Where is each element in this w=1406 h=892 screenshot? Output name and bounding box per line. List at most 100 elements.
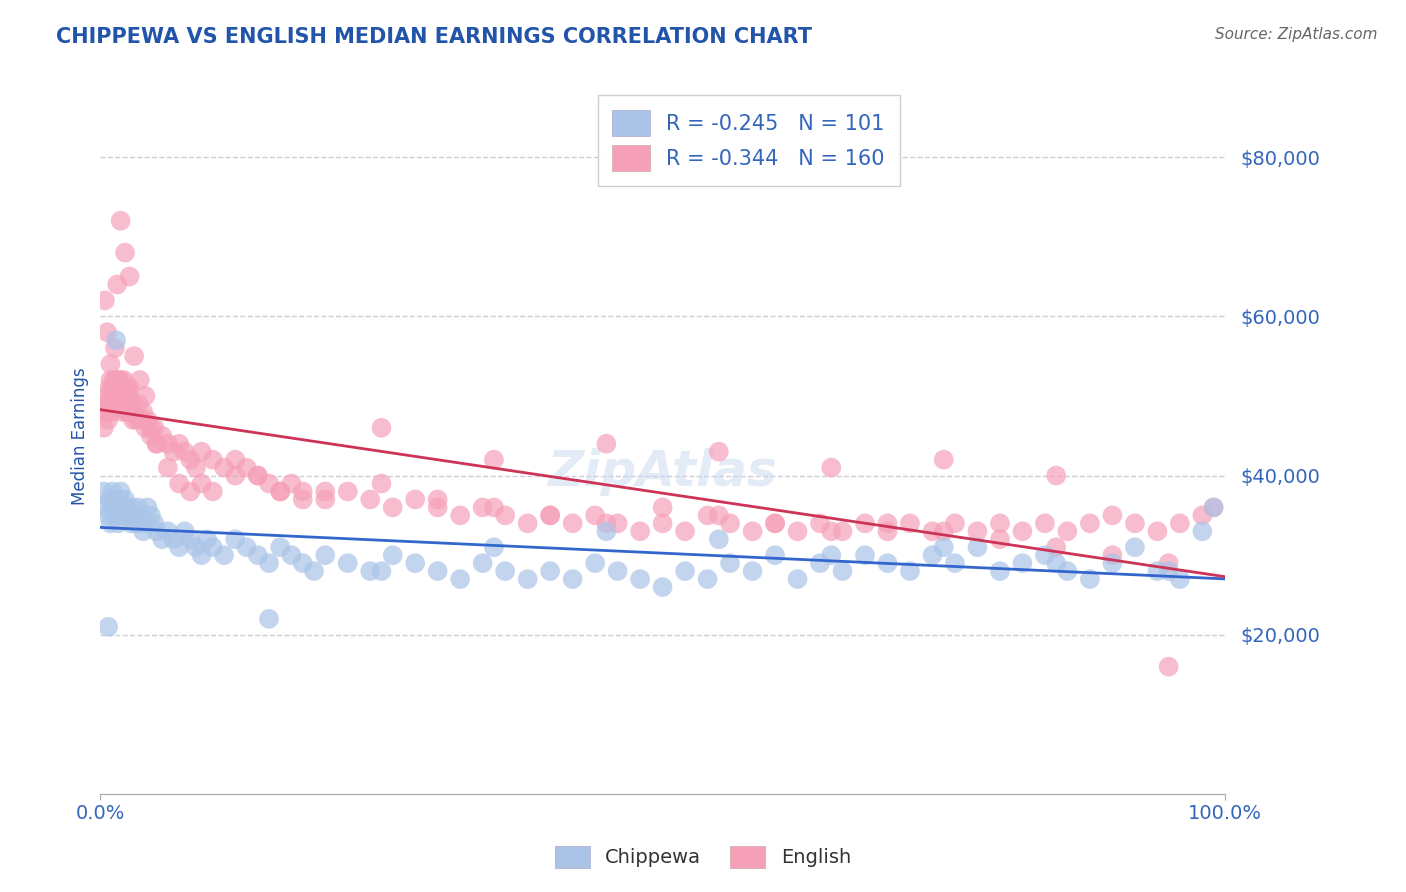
Point [876,524,898,539]
Point [195,533,218,547]
Point [117,397,139,411]
Point [426,500,449,515]
Point [122,508,145,523]
Point [381,548,404,562]
Y-axis label: Median Earnings: Median Earnings [72,367,89,505]
Point [696,572,718,586]
Point [114,381,136,395]
Point [1078,516,1101,531]
Point [114,492,136,507]
Point [129,413,152,427]
Point [96,325,118,339]
Point [246,548,269,562]
Point [162,533,184,547]
Point [112,389,135,403]
Point [1168,572,1191,586]
Point [110,389,132,403]
Point [128,373,150,387]
Point [235,460,257,475]
Point [110,484,132,499]
Point [269,484,291,499]
Point [111,381,134,395]
Point [538,564,561,578]
Point [696,508,718,523]
Point [101,397,124,411]
Point [1202,500,1225,515]
Point [105,333,128,347]
Point [122,349,145,363]
Point [111,500,134,515]
Point [184,540,207,554]
Point [143,421,166,435]
Point [91,405,114,419]
Point [134,389,156,403]
Point [595,436,617,450]
Point [156,436,179,450]
Point [97,508,120,523]
Point [1157,556,1180,570]
Point [122,413,145,427]
Point [763,548,786,562]
Point [145,524,167,539]
Point [1191,508,1213,523]
Point [853,548,876,562]
Point [94,500,117,515]
Point [107,389,129,403]
Point [1045,556,1067,570]
Point [741,524,763,539]
Point [184,460,207,475]
Point [108,397,131,411]
Point [98,381,121,395]
Point [104,397,127,411]
Point [561,572,583,586]
Point [482,500,505,515]
Point [201,452,224,467]
Point [132,405,155,419]
Point [1146,524,1168,539]
Point [966,540,988,554]
Point [876,516,898,531]
Point [97,413,120,427]
Point [100,389,122,403]
Point [786,572,808,586]
Point [1056,564,1078,578]
Point [201,540,224,554]
Point [162,444,184,458]
Point [129,508,152,523]
Point [707,508,730,523]
Point [120,405,142,419]
Point [98,397,121,411]
Point [179,533,201,547]
Point [139,421,162,435]
Point [820,460,842,475]
Point [105,500,128,515]
Point [257,556,280,570]
Point [115,500,138,515]
Point [103,492,125,507]
Point [105,277,128,292]
Point [370,564,392,578]
Point [224,468,246,483]
Point [426,564,449,578]
Point [212,460,235,475]
Point [898,564,921,578]
Point [128,500,150,515]
Point [763,516,786,531]
Point [1101,556,1123,570]
Point [1011,556,1033,570]
Point [118,397,141,411]
Point [1101,508,1123,523]
Point [943,516,966,531]
Point [246,468,269,483]
Point [1168,516,1191,531]
Point [1045,540,1067,554]
Point [94,389,117,403]
Point [988,516,1011,531]
Point [179,452,201,467]
Point [201,484,224,499]
Point [93,484,115,499]
Point [718,516,741,531]
Point [516,572,538,586]
Point [853,516,876,531]
Point [212,548,235,562]
